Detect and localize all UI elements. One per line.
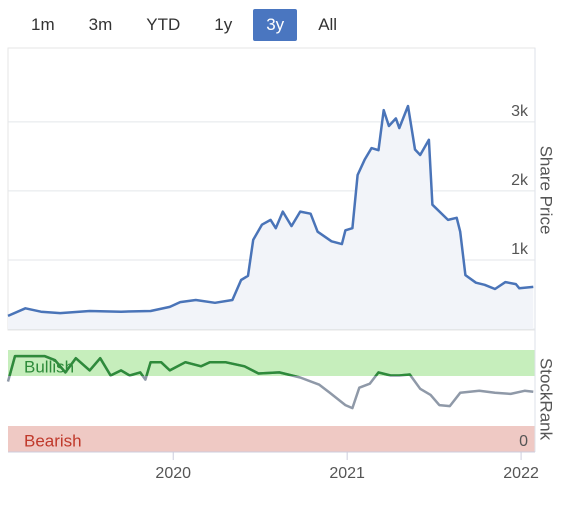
range-button[interactable]: All [318,15,338,34]
y-axis-title: StockRank [537,358,556,441]
bearish-band [8,426,535,452]
y-tick-label: 3k [511,103,529,120]
range-button[interactable]: 3y [253,9,298,41]
range-button[interactable]: 3m [88,15,113,34]
bearish-label: Bearish [24,431,82,450]
y-tick-label: 2k [511,172,529,189]
x-tick-label: 2021 [329,465,365,482]
y-tick-label: 1k [511,241,529,258]
bullish-label: Bullish [24,357,74,376]
range-button[interactable]: 1y [214,15,233,34]
range-button[interactable]: YTD [146,15,181,34]
price-area [8,106,534,329]
y-axis-title: Share Price [537,146,556,235]
price-line [7,104,534,318]
range-button[interactable]: 1m [31,15,55,34]
range-buttons: 1m 3m YTD 1y 3y All [18,8,358,42]
x-tick-label: 2022 [503,465,539,482]
rank-line-bullish [8,354,413,376]
y-tick-label: 0 [519,433,528,450]
x-tick-label: 2020 [155,465,191,482]
